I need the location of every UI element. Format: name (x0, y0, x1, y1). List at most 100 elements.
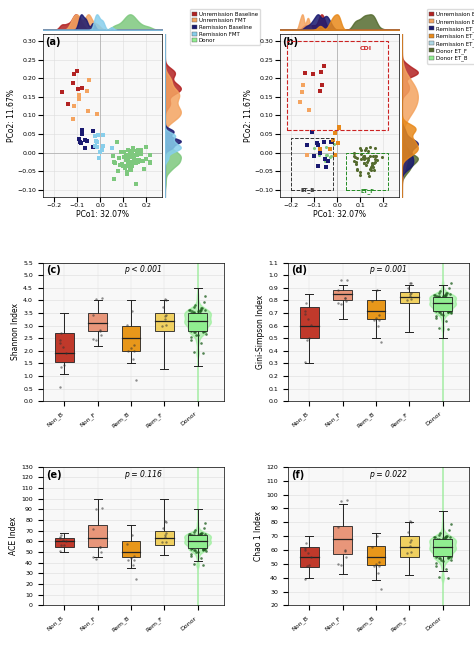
Point (56, 546, 64, 557)
Text: ET_F: ET_F (360, 188, 374, 194)
Point (373, 559, 380, 570)
Point (337, 496, 345, 506)
Point (86, 75, 93, 85)
Point (368, 542, 376, 552)
Point (437, 543, 444, 553)
Point (162, 530, 169, 540)
Point (408, 278, 415, 288)
Point (89, 126, 97, 137)
Point (431, 545, 439, 555)
Point (407, 537, 414, 547)
Point (197, 553, 205, 563)
Point (186, 318, 194, 329)
Point (357, 149, 365, 159)
Point (438, 537, 446, 547)
Point (430, 532, 438, 542)
Point (442, 532, 450, 542)
Point (187, 533, 195, 543)
Point (129, 143, 137, 154)
Y-axis label: Shannon Index: Shannon Index (11, 303, 20, 361)
Point (334, 298, 342, 309)
Point (443, 301, 451, 312)
Point (200, 544, 207, 554)
Point (83, 136, 91, 146)
Point (337, 299, 345, 309)
Point (196, 529, 203, 540)
Point (100, 141, 107, 152)
Point (439, 309, 447, 320)
Point (320, 61, 328, 71)
Point (78, 83, 86, 93)
Point (441, 292, 448, 303)
Point (123, 160, 130, 171)
Point (128, 553, 135, 564)
Point (374, 155, 381, 165)
Point (439, 292, 447, 302)
Point (352, 156, 360, 167)
Text: (d): (d) (292, 266, 307, 275)
Point (301, 574, 309, 585)
Point (432, 306, 440, 316)
Point (187, 551, 195, 561)
Point (96, 326, 104, 336)
Point (432, 532, 439, 542)
Point (198, 534, 205, 545)
Point (197, 320, 205, 331)
Point (190, 327, 198, 337)
Point (354, 163, 361, 174)
Point (373, 312, 380, 323)
Point (444, 552, 452, 562)
Point (195, 312, 202, 323)
Point (361, 154, 368, 165)
Point (96, 146, 103, 157)
Point (322, 150, 330, 160)
Point (200, 326, 208, 336)
Point (192, 318, 200, 328)
Point (192, 533, 200, 543)
Y-axis label: Gini-Simpson Index: Gini-Simpson Index (256, 295, 265, 369)
Point (129, 354, 137, 365)
Point (362, 145, 369, 156)
Point (371, 151, 378, 161)
Point (192, 316, 200, 327)
Point (92, 135, 100, 146)
Point (99, 293, 106, 303)
Point (57, 530, 64, 540)
Point (191, 537, 199, 547)
Point (185, 305, 193, 315)
Point (75, 134, 83, 145)
Point (202, 290, 210, 301)
Point (113, 137, 121, 147)
Point (75, 94, 82, 104)
Point (442, 302, 450, 312)
Point (162, 536, 170, 547)
Point (77, 138, 84, 148)
Text: ET_B: ET_B (301, 187, 315, 193)
Point (192, 537, 200, 547)
Point (199, 544, 207, 555)
FancyBboxPatch shape (333, 527, 352, 554)
Point (187, 311, 195, 321)
Point (316, 86, 324, 96)
Point (309, 126, 316, 137)
Point (129, 145, 137, 156)
Point (323, 161, 330, 172)
Point (436, 546, 443, 557)
Point (438, 555, 445, 566)
Point (132, 179, 140, 189)
Point (447, 300, 454, 311)
Point (162, 516, 169, 526)
Point (58, 540, 65, 551)
Point (326, 152, 334, 163)
Point (335, 122, 343, 133)
Point (445, 306, 452, 316)
Point (374, 321, 382, 331)
Point (408, 518, 415, 528)
Point (436, 543, 444, 553)
Point (367, 142, 374, 152)
Point (193, 324, 201, 334)
FancyBboxPatch shape (400, 536, 419, 557)
Point (56, 335, 64, 345)
Point (62, 348, 70, 358)
Point (443, 296, 450, 307)
